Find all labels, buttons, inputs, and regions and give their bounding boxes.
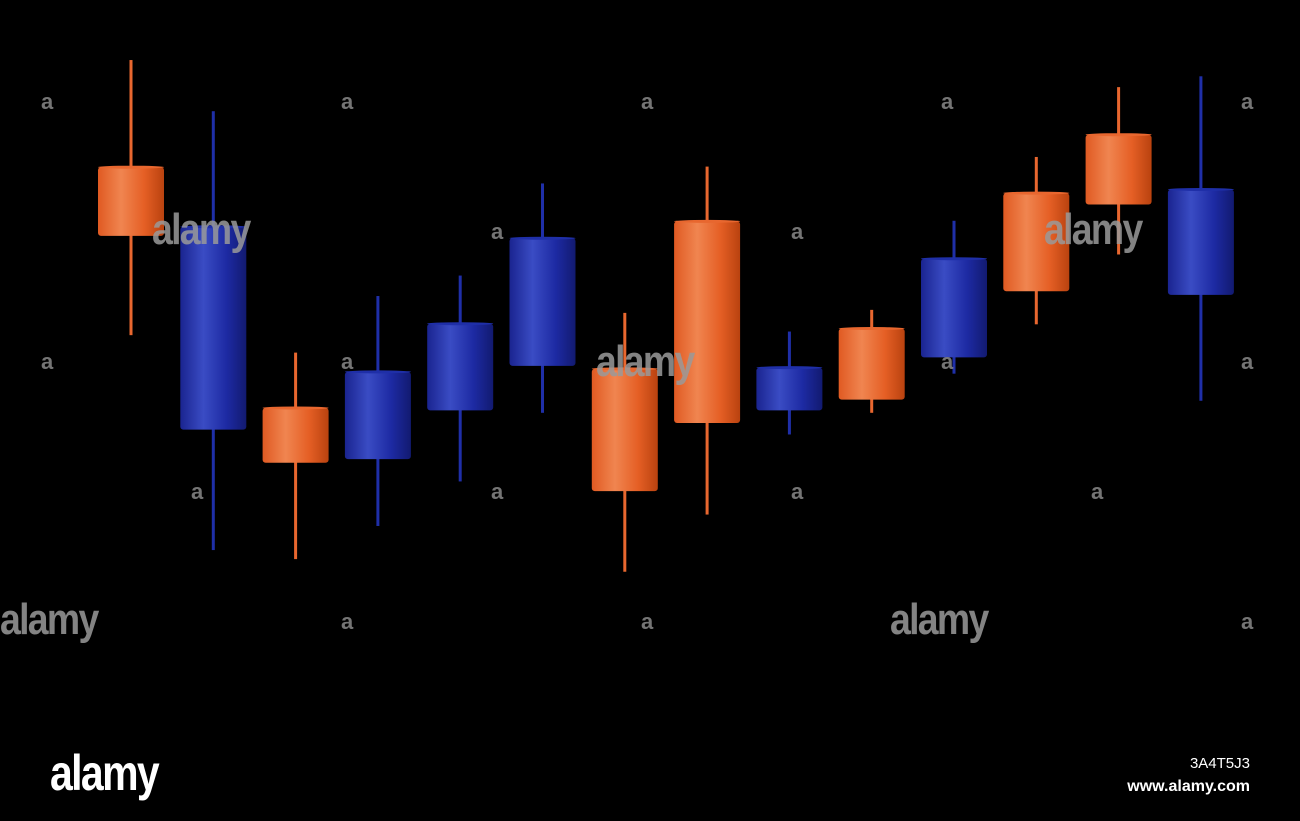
candle-body bbox=[838, 328, 905, 400]
candle bbox=[344, 296, 411, 526]
candle-body bbox=[1085, 134, 1152, 205]
candle bbox=[1167, 76, 1234, 401]
watermark-letter: a bbox=[341, 89, 354, 114]
candle-body bbox=[509, 238, 576, 366]
watermark-letter: a bbox=[491, 219, 504, 244]
watermark-letter: a bbox=[1241, 609, 1254, 634]
candle-body bbox=[180, 226, 247, 430]
watermark-brand: alamy bbox=[1044, 205, 1143, 254]
candle bbox=[921, 220, 987, 374]
candlestick-chart-svg bbox=[98, 60, 1234, 572]
watermark-letter: a bbox=[191, 479, 204, 504]
watermark-letter: a bbox=[491, 479, 504, 504]
candle bbox=[180, 111, 247, 551]
watermark-brand: alamy bbox=[596, 337, 695, 386]
candle bbox=[509, 183, 576, 413]
candle-cap bbox=[509, 236, 576, 240]
watermark-letter: a bbox=[341, 349, 354, 374]
candle-cap bbox=[1167, 187, 1234, 191]
watermark-letter: a bbox=[941, 349, 954, 374]
candle-body bbox=[591, 368, 658, 492]
footer-logo: alamy bbox=[50, 745, 160, 801]
candle bbox=[262, 352, 329, 560]
image-id: 3A4T5J3 bbox=[1189, 755, 1250, 772]
candles-layer bbox=[98, 60, 1234, 572]
footer-url[interactable]: www.alamy.com bbox=[1127, 778, 1250, 795]
candle-cap bbox=[262, 406, 329, 410]
candle bbox=[1085, 87, 1152, 255]
candle-body bbox=[1167, 189, 1234, 295]
watermark-letter: a bbox=[641, 609, 654, 634]
candle bbox=[674, 166, 741, 515]
candle bbox=[1003, 156, 1070, 325]
watermark-letter: a bbox=[941, 89, 954, 114]
candle-body bbox=[921, 258, 987, 358]
watermark-letter: a bbox=[41, 89, 54, 114]
candle-cap bbox=[921, 257, 987, 261]
candle bbox=[756, 331, 823, 435]
candle-cap bbox=[180, 225, 247, 229]
candle-cap bbox=[756, 366, 823, 370]
candlestick-chart: a a a a a a a a a a a a a a a a a a alam… bbox=[0, 60, 1254, 644]
candle-body bbox=[344, 371, 411, 460]
candle bbox=[427, 275, 494, 482]
candle-body bbox=[674, 221, 741, 424]
candle-cap bbox=[1003, 191, 1070, 195]
watermark-brand: alamy bbox=[0, 595, 99, 644]
candle bbox=[838, 309, 905, 413]
watermark-letter: a bbox=[1241, 349, 1254, 374]
watermark-letter: a bbox=[1091, 479, 1104, 504]
watermark-letter: a bbox=[791, 219, 804, 244]
candle-cap bbox=[98, 165, 164, 169]
watermark-letter: a bbox=[341, 609, 354, 634]
candle-body bbox=[1003, 193, 1070, 292]
footer-bar: alamy 3A4T5J3 www.alamy.com bbox=[0, 730, 1300, 821]
candle-body bbox=[98, 167, 164, 236]
candle-body bbox=[427, 323, 494, 411]
candle-cap bbox=[674, 219, 741, 223]
watermark-letter: a bbox=[1241, 89, 1254, 114]
candle-body bbox=[262, 407, 329, 463]
candle bbox=[591, 312, 658, 572]
candle-cap bbox=[344, 370, 411, 374]
candle-cap bbox=[427, 322, 494, 326]
candle-cap bbox=[1085, 133, 1152, 137]
candle bbox=[98, 60, 164, 336]
watermark-letter: a bbox=[791, 479, 804, 504]
watermark-brand: alamy bbox=[152, 205, 251, 254]
watermark-brand: alamy bbox=[890, 595, 989, 644]
watermark-letter: a bbox=[41, 349, 54, 374]
candle-cap bbox=[838, 327, 905, 331]
watermark-letter: a bbox=[641, 89, 654, 114]
candle-body bbox=[756, 367, 823, 411]
candle-cap bbox=[591, 367, 658, 371]
